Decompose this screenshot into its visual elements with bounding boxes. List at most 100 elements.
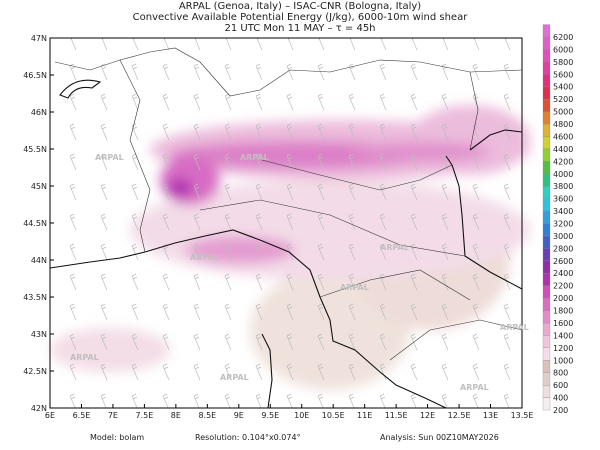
colorbar-label: 5800 [553, 58, 573, 67]
lon-label: 9.5E [261, 411, 279, 420]
title-line: Convective Available Potential Energy (J… [133, 12, 469, 23]
colorbar-swatch [542, 248, 551, 261]
colorbar-label: 5000 [553, 108, 573, 117]
lat-label: 43.5N [23, 293, 47, 302]
borders [54, 47, 523, 361]
title-line: ARPAL (Genoa, Italy) – ISAC-CNR (Bologna… [179, 1, 421, 12]
colorbar-label: 5200 [553, 95, 573, 104]
colorbar-swatch [542, 335, 551, 348]
colorbar-swatch [542, 223, 551, 237]
lat-label: 45N [31, 182, 47, 191]
colorbar-swatch [542, 161, 551, 174]
colorbar-label: 1200 [553, 344, 573, 353]
colorbar-swatch [542, 86, 551, 100]
colorbar-label: 800 [553, 369, 568, 378]
lon-label: 7E [108, 411, 118, 420]
colorbar-swatch [542, 136, 551, 150]
colorbar-swatch [542, 360, 551, 373]
colorbar-label: 3400 [553, 207, 573, 216]
colorbar-label: 4000 [553, 170, 573, 179]
footer-model: Model: bolam [90, 433, 144, 442]
lat-label: 44.5N [23, 219, 47, 228]
colorbar-swatch [542, 372, 551, 386]
colorbar-label: 2800 [553, 244, 573, 253]
colorbar-swatch [542, 198, 551, 212]
colorbar-label: 2400 [553, 269, 573, 278]
colorbar-label: 2000 [553, 294, 573, 303]
colorbar-label: 2200 [553, 282, 573, 291]
map [49, 37, 530, 409]
wind-barbs [50, 38, 522, 408]
colorbar-label: 4400 [553, 145, 573, 154]
colorbar-swatch [542, 173, 551, 187]
colorbar-swatch [542, 322, 551, 336]
colorbar-label: 4200 [553, 157, 573, 166]
footer-resolution: Resolution: 0.104°x0.074° [195, 433, 301, 442]
colorbar-swatch [542, 61, 551, 75]
colorbar-label: 6200 [553, 33, 573, 42]
lon-label: 6E [45, 411, 55, 420]
lon-label: 10E [294, 411, 309, 420]
colorbar-label: 2600 [553, 257, 573, 266]
footer-analysis: Analysis: Sun 00Z10MAY2026 [380, 433, 499, 442]
colorbar-swatch [542, 99, 551, 112]
colorbar-swatch [542, 285, 551, 299]
colorbar-swatch [542, 347, 551, 361]
lat-label: 45.5N [23, 145, 47, 154]
lat-label: 46.5N [23, 71, 47, 80]
title-line: 21 UTC Mon 11 MAY – τ = 45h [224, 23, 375, 34]
lon-label: 10.5E [322, 411, 345, 420]
colorbar-swatch [542, 111, 551, 125]
lat-label: 42N [31, 404, 47, 413]
colorbar-swatch [542, 310, 551, 324]
colorbar-swatch [542, 235, 551, 249]
colorbar-swatch [542, 24, 551, 38]
lon-label: 8E [171, 411, 181, 420]
colorbar-label: 3000 [553, 232, 573, 241]
lon-label: 9E [234, 411, 244, 420]
lon-label: 8.5E [198, 411, 216, 420]
lon-label: 12.5E [448, 411, 471, 420]
colorbar-label: 200 [553, 406, 568, 415]
watermark: ARPAL [380, 243, 409, 252]
colorbar-label: 3200 [553, 220, 573, 229]
colorbar-swatch [542, 123, 551, 137]
colorbar-swatch [542, 36, 551, 50]
lat-label: 44N [31, 256, 47, 265]
colorbar-swatch [542, 384, 551, 398]
lon-label: 13E [483, 411, 498, 420]
colorbar-label: 4600 [553, 132, 573, 141]
colorbar-label: 1400 [553, 331, 573, 340]
lon-label: 11.5E [385, 411, 408, 420]
colorbar-label: 5400 [553, 83, 573, 92]
lon-label: 11E [357, 411, 372, 420]
watermark: ARPAL [460, 383, 489, 392]
lon-label: 6.5E [73, 411, 91, 420]
lat-label: 46N [31, 108, 47, 117]
watermark: ARPAL [240, 153, 269, 162]
lon-label: 12E [420, 411, 435, 420]
watermark: ARPAL [190, 253, 219, 262]
colorbar-swatch [542, 397, 551, 411]
colorbar-label: 1600 [553, 319, 573, 328]
colorbar-label: 400 [553, 394, 568, 403]
colorbar-swatch [542, 74, 551, 87]
lat-label: 47N [31, 34, 47, 43]
watermark: ARPAL [95, 153, 124, 162]
colorbar-label: 600 [553, 381, 568, 390]
colorbar-swatch [542, 186, 551, 199]
colorbar-swatch [542, 210, 551, 224]
colorbar-label: 1000 [553, 356, 573, 365]
colorbar-swatch [542, 49, 551, 63]
colorbar-label: 5600 [553, 70, 573, 79]
lat-label: 43N [31, 330, 47, 339]
coastlines [49, 79, 523, 409]
watermark: ARPAL [220, 373, 249, 382]
colorbar-label: 3800 [553, 182, 573, 191]
lon-label: 13.5E [511, 411, 534, 420]
colorbar-label: 4800 [553, 120, 573, 129]
watermark: ARPAL [70, 353, 99, 362]
colorbar-swatch [542, 260, 551, 274]
colorbar-swatch [542, 148, 551, 162]
